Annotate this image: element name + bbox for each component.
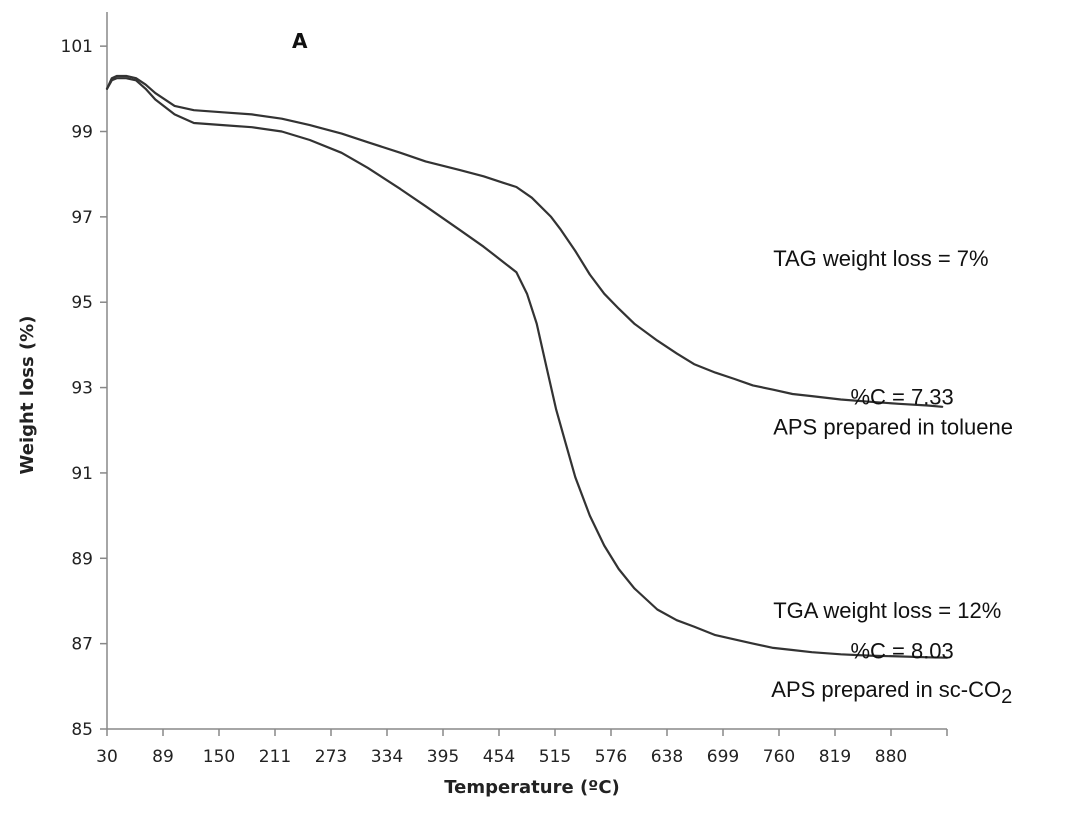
y-tick-label: 101 [61, 37, 93, 57]
panel-label: A [292, 29, 308, 53]
x-tick-label: 638 [651, 747, 683, 767]
x-tick-label: 819 [819, 747, 851, 767]
series-group [105, 74, 949, 659]
x-tick-label: 880 [875, 747, 907, 767]
series-line-2 [105, 77, 949, 659]
annotation-main-text: APS prepared in sc-CO [771, 677, 1001, 702]
y-tick-label: 95 [71, 293, 93, 313]
annotation-main-text: APS prepared in toluene [773, 415, 1013, 440]
x-tick-label: 699 [707, 747, 739, 767]
y-tick-label: 93 [71, 379, 93, 399]
y-tick-label: 89 [71, 549, 93, 569]
x-tick-label: 334 [371, 747, 403, 767]
annotation-text: %C = 8.03 [850, 639, 953, 664]
x-tick-label: 30 [96, 747, 118, 767]
x-tick-group: 30 89 150 211 273 334 395 454 515 576 638 699 760 819… [96, 729, 948, 767]
annotation-text: APS prepared in sc-CO2 [771, 677, 1012, 708]
annotation-group: TAG weight loss = 7% %C = 7.33 APS prepare… [771, 246, 1013, 708]
y-tick-group: 85 87 89 91 93 95 97 99 101 [61, 37, 107, 740]
x-tick-label: 89 [152, 747, 174, 767]
annotation-subscript: 2 [1001, 686, 1012, 708]
y-tick-label: 87 [71, 635, 93, 655]
x-tick-label: 211 [259, 747, 291, 767]
x-axis-title: Temperature (ºC) [444, 777, 620, 798]
series-line-1 [105, 74, 944, 408]
x-tick-label: 576 [595, 747, 627, 767]
annotation-main-text: TAG weight loss = 7% [773, 246, 988, 271]
annotation-text: TGA weight loss = 12% [773, 598, 1001, 623]
annotation-text: %C = 7.33 [850, 385, 953, 410]
x-tick-label: 395 [427, 747, 459, 767]
annotation-main-text: %C = 8.03 [850, 639, 953, 664]
y-axis-title: Weight loss (%) [17, 316, 38, 475]
x-tick-label: 273 [315, 747, 347, 767]
annotation-text: TAG weight loss = 7% [773, 246, 988, 271]
annotation-main-text: %C = 7.33 [850, 385, 953, 410]
y-tick-label: 99 [71, 123, 93, 143]
x-tick-label: 150 [203, 747, 235, 767]
y-tick-label: 91 [71, 464, 93, 484]
x-tick-label: 760 [763, 747, 795, 767]
annotation-main-text: TGA weight loss = 12% [773, 598, 1001, 623]
x-tick-label: 515 [539, 747, 571, 767]
annotation-text: APS prepared in toluene [773, 415, 1013, 440]
y-tick-label: 85 [71, 720, 93, 740]
y-tick-label: 97 [71, 208, 93, 228]
x-tick-label: 454 [483, 747, 515, 767]
